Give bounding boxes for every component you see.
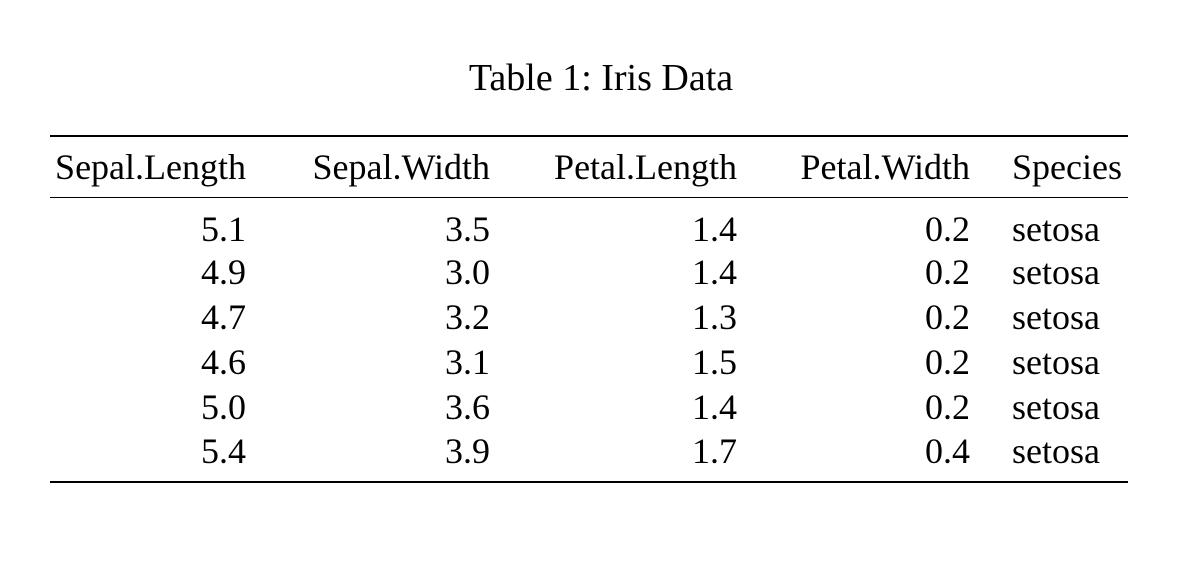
cell-petal-length: 1.7 — [692, 430, 737, 471]
cell-species: setosa — [1012, 297, 1100, 337]
column-header-species: Species — [970, 136, 1128, 198]
iris-table-container: Sepal.Length Sepal.Width Petal.Length Pe… — [50, 135, 1128, 483]
cell-petal-length: 1.5 — [692, 342, 737, 382]
table-row: 5.4 3.9 1.7 0.4 setosa — [50, 430, 1128, 482]
cell-sepal-length: 5.1 — [201, 208, 246, 249]
cell-petal-width: 0.2 — [925, 252, 970, 292]
cell-petal-length: 1.4 — [692, 387, 737, 427]
cell-sepal-length: 4.7 — [201, 297, 246, 337]
table-row: 5.1 3.5 1.4 0.2 setosa — [50, 197, 1128, 250]
cell-petal-width: 0.2 — [925, 297, 970, 337]
cell-sepal-width: 3.9 — [445, 430, 490, 471]
cell-sepal-width: 3.2 — [445, 297, 490, 337]
table-row: 5.0 3.6 1.4 0.2 setosa — [50, 385, 1128, 430]
iris-table: Sepal.Length Sepal.Width Petal.Length Pe… — [50, 135, 1128, 483]
cell-sepal-length: 4.6 — [201, 342, 246, 382]
table-row: 4.7 3.2 1.3 0.2 setosa — [50, 295, 1128, 340]
table-row: 4.9 3.0 1.4 0.2 setosa — [50, 250, 1128, 295]
cell-sepal-length: 5.0 — [201, 387, 246, 427]
cell-sepal-width: 3.1 — [445, 342, 490, 382]
cell-petal-length: 1.4 — [692, 252, 737, 292]
cell-petal-width: 0.2 — [925, 342, 970, 382]
cell-petal-width: 0.2 — [925, 387, 970, 427]
column-header-sepal-length: Sepal.Length — [50, 136, 246, 198]
cell-sepal-width: 3.0 — [445, 252, 490, 292]
cell-petal-width: 0.4 — [925, 430, 970, 471]
cell-petal-length: 1.3 — [692, 297, 737, 337]
column-header-petal-width: Petal.Width — [737, 136, 970, 198]
cell-species: setosa — [1012, 252, 1100, 292]
cell-species: setosa — [1012, 387, 1100, 427]
cell-sepal-length: 4.9 — [201, 252, 246, 292]
table-body: 5.1 3.5 1.4 0.2 setosa 4.9 3.0 1.4 0.2 s… — [50, 197, 1128, 482]
column-header-petal-length: Petal.Length — [490, 136, 737, 198]
table-header-row: Sepal.Length Sepal.Width Petal.Length Pe… — [50, 136, 1128, 198]
cell-species: setosa — [1012, 430, 1100, 471]
cell-sepal-width: 3.6 — [445, 387, 490, 427]
table-row: 4.6 3.1 1.5 0.2 setosa — [50, 340, 1128, 385]
column-header-sepal-width: Sepal.Width — [246, 136, 490, 198]
cell-species: setosa — [1012, 342, 1100, 382]
cell-sepal-length: 5.4 — [201, 430, 246, 471]
cell-petal-width: 0.2 — [925, 208, 970, 249]
table-caption: Table 1: Iris Data — [468, 57, 734, 99]
cell-sepal-width: 3.5 — [445, 208, 490, 249]
cell-petal-length: 1.4 — [692, 208, 737, 249]
cell-species: setosa — [1012, 208, 1100, 249]
